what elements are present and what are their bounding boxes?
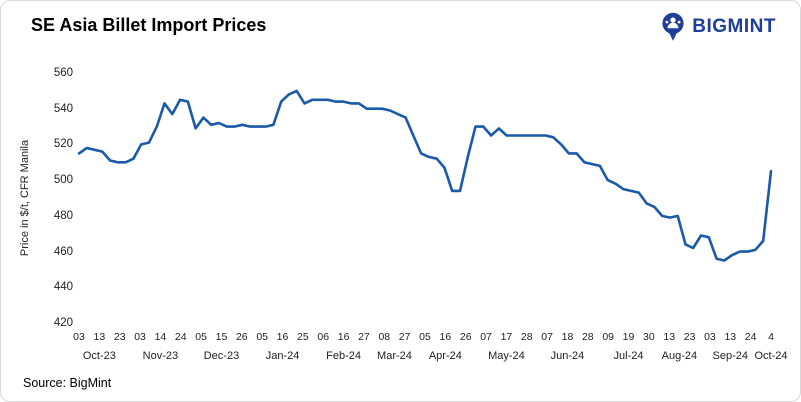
month-label: Aug-24 — [661, 350, 698, 362]
x-tick-label: 15 — [215, 331, 228, 343]
x-tick-label: 30 — [643, 331, 655, 343]
x-tick-label: 16 — [337, 331, 350, 343]
x-tick-label: 19 — [622, 331, 635, 343]
x-tick-label: 07 — [541, 331, 553, 343]
month-label: Oct-23 — [82, 350, 116, 362]
page-title: SE Asia Billet Import Prices — [31, 15, 267, 35]
x-tick-label: 14 — [154, 331, 167, 343]
month-label: Mar-24 — [377, 350, 412, 362]
month-label: Dec-23 — [203, 350, 240, 362]
y-tick-label: 440 — [53, 281, 73, 294]
month-label: May-24 — [488, 350, 525, 362]
y-tick-label: 540 — [53, 102, 73, 115]
x-tick-label: 13 — [93, 331, 106, 343]
x-tick-label: 16 — [276, 331, 289, 343]
y-tick-label: 520 — [53, 138, 73, 151]
x-tick-label: 05 — [256, 331, 269, 343]
x-tick-label: 08 — [378, 331, 391, 343]
x-tick-label: 03 — [704, 331, 716, 343]
x-tick-label: 27 — [358, 331, 370, 343]
y-axis-ticks: 420 440 460 480 500 520 540 560 — [39, 67, 73, 329]
bigmint-logo: BIGMINT — [660, 12, 776, 42]
month-label: Feb-24 — [326, 350, 362, 362]
x-tick-label: 05 — [419, 331, 431, 343]
y-axis-title: Price in $/t, CFR Manila — [19, 139, 31, 257]
x-tick-label: 05 — [195, 331, 207, 343]
x-tick-label: 03 — [134, 331, 146, 343]
x-tick-label: 4 — [768, 331, 774, 343]
month-label: Jun-24 — [550, 350, 585, 362]
x-tick-label: 28 — [520, 331, 533, 343]
month-label: Jan-24 — [265, 350, 300, 362]
y-tick-label: 560 — [53, 67, 73, 79]
x-tick-label: 25 — [297, 331, 309, 343]
x-tick-label: 26 — [235, 331, 248, 343]
x-tick-label: 07 — [480, 331, 492, 343]
x-tick-label: 24 — [174, 331, 187, 343]
x-tick-label: 13 — [724, 331, 737, 343]
x-tick-label: 09 — [602, 331, 615, 343]
x-tick-label: 18 — [561, 331, 574, 343]
month-label: Jul-24 — [613, 350, 644, 362]
x-tick-label: 24 — [744, 331, 757, 343]
month-label: Apr-24 — [428, 350, 462, 362]
x-tick-label: 28 — [581, 331, 594, 343]
x-axis-day-ticks: 03 13 23 03 14 24 05 15 26 05 16 25 06 16 27 08 27 05 16 26… — [73, 331, 774, 345]
x-tick-label: 03 — [73, 331, 85, 343]
x-tick-label: 17 — [500, 331, 513, 343]
y-tick-label: 480 — [53, 209, 73, 222]
month-label: Nov-23 — [142, 350, 179, 362]
x-axis-month-labels: Oct-23 Nov-23 Dec-23 Jan-24 Feb-24 Mar-24 Apr-… — [79, 350, 788, 364]
y-tick-label: 420 — [53, 317, 73, 329]
price-line — [77, 89, 773, 262]
y-tick-label: 460 — [53, 245, 73, 258]
bigmint-logo-icon — [662, 12, 684, 41]
source-note: Source: BigMint — [23, 376, 112, 390]
bigmint-logo-text: BIGMINT — [692, 16, 776, 37]
x-tick-label: 26 — [459, 331, 472, 343]
y-tick-label: 500 — [53, 174, 73, 187]
x-tick-label: 27 — [398, 331, 411, 343]
month-label: Oct-24 — [754, 350, 788, 362]
x-tick-label: 06 — [317, 331, 330, 343]
price-line-plot — [77, 89, 773, 262]
x-tick-label: 23 — [683, 331, 696, 343]
month-label: Sep-24 — [712, 350, 749, 362]
x-tick-label: 13 — [663, 331, 676, 343]
x-tick-label: 23 — [113, 331, 126, 343]
x-tick-label: 16 — [439, 331, 452, 343]
